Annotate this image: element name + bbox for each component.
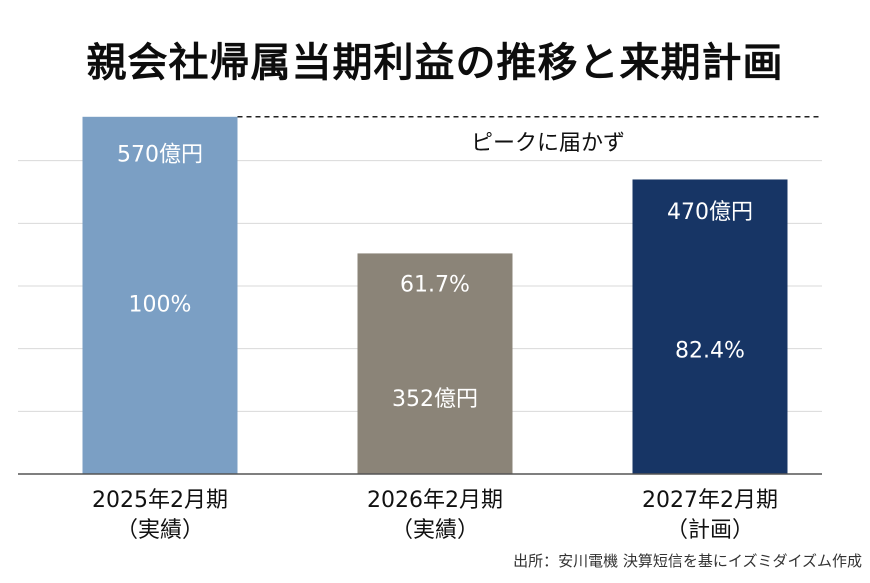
bar-ratio-label: 82.4% — [675, 338, 745, 363]
bar-ratio-label: 100% — [129, 292, 192, 317]
bar — [357, 253, 513, 474]
category-label: （実績） — [116, 518, 204, 543]
peak-annotation: ピークに届かず — [471, 131, 625, 156]
category-label: （実績） — [391, 518, 479, 543]
source-note: 出所：安川電機 決算短信を基にイズミダイズム作成 — [513, 552, 862, 570]
bar — [632, 179, 788, 474]
category-label: 2025年2月期 — [92, 488, 228, 513]
bar-value-label: 470億円 — [667, 200, 753, 225]
bar-value-label: 570億円 — [117, 142, 203, 167]
category-label: 2026年2月期 — [367, 488, 503, 513]
bar — [82, 116, 238, 475]
category-label: 2027年2月期 — [642, 488, 778, 513]
bar-value-label: 352億円 — [392, 387, 478, 412]
category-label: （計画） — [666, 518, 754, 543]
chart-title: 親会社帰属当期利益の推移と来期計画 — [86, 40, 784, 86]
bar-ratio-label: 61.7% — [400, 272, 470, 297]
